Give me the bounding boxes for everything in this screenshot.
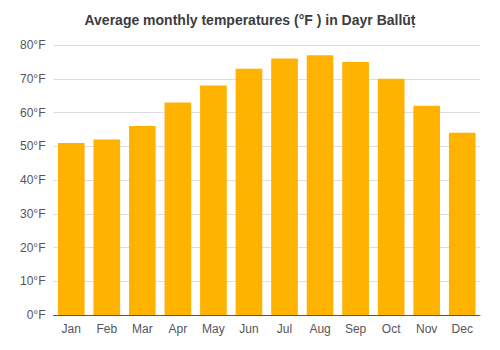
svg-text:Dec: Dec (452, 322, 473, 336)
svg-text:10°F: 10°F (20, 274, 45, 288)
svg-text:50°F: 50°F (20, 139, 45, 153)
svg-text:20°F: 20°F (20, 241, 45, 255)
svg-text:May: May (202, 322, 225, 336)
svg-text:Apr: Apr (169, 322, 188, 336)
svg-text:Jul: Jul (277, 322, 292, 336)
svg-text:Jan: Jan (62, 322, 81, 336)
svg-text:Sep: Sep (345, 322, 367, 336)
svg-text:Mar: Mar (132, 322, 153, 336)
svg-text:Oct: Oct (382, 322, 401, 336)
svg-text:40°F: 40°F (20, 173, 45, 187)
svg-text:30°F: 30°F (20, 207, 45, 221)
svg-text:80°F: 80°F (20, 38, 45, 52)
svg-text:Average monthly temperatures (: Average monthly temperatures (°F ) in Da… (84, 12, 415, 28)
svg-text:0°F: 0°F (27, 308, 46, 322)
svg-text:60°F: 60°F (20, 106, 45, 120)
svg-text:Aug: Aug (309, 322, 330, 336)
svg-text:70°F: 70°F (20, 72, 45, 86)
svg-text:Feb: Feb (96, 322, 117, 336)
svg-text:Nov: Nov (416, 322, 437, 336)
svg-text:Jun: Jun (239, 322, 258, 336)
